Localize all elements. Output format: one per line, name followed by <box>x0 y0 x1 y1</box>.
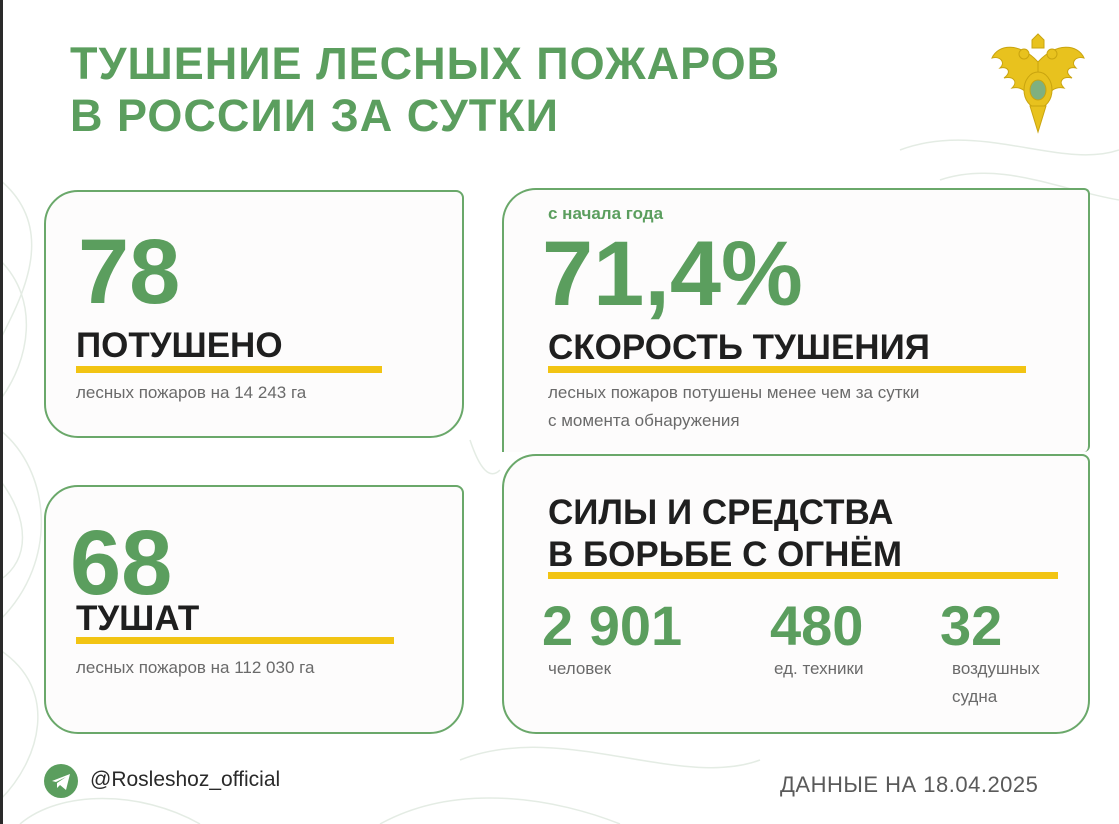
forces-heading-line-2: В БОРЬБЕ С ОГНЁМ <box>548 535 903 574</box>
extinguished-number: 78 <box>78 221 181 323</box>
forces-heading-line-1: СИЛЫ И СРЕДСТВА <box>548 493 894 532</box>
speed-percent: 71,4% <box>542 223 803 325</box>
extinguished-underline <box>76 366 382 373</box>
extinguished-card: 78 ПОТУШЕНО лесных пожаров на 14 243 га <box>44 190 464 438</box>
speed-underline <box>548 366 1026 373</box>
people-unit: человек <box>548 659 612 678</box>
active-label: ТУШАТ <box>76 599 200 638</box>
speed-note-line-1: лесных пожаров потушены менее чем за сут… <box>548 383 920 402</box>
forces-card: СИЛЫ И СРЕДСТВА В БОРЬБЕ С ОГНЁМ 2 901 ч… <box>502 454 1090 734</box>
since-year-label: с начала года <box>548 204 664 223</box>
aircraft-value: 32 <box>940 594 1003 657</box>
active-underline <box>76 637 394 644</box>
speed-label: СКОРОСТЬ ТУШЕНИЯ <box>548 328 930 367</box>
title-line-2: В РОССИИ ЗА СУТКИ <box>70 90 559 141</box>
telegram-plane-icon <box>52 774 70 790</box>
double-headed-eagle-emblem-icon <box>991 33 1085 134</box>
telegram-icon[interactable] <box>44 764 78 798</box>
title-line-1: ТУШЕНИЕ ЛЕСНЫХ ПОЖАРОВ <box>70 38 781 89</box>
telegram-handle-link[interactable]: @Rosleshoz_official <box>90 768 281 791</box>
aircraft-unit-line-2: судна <box>952 687 998 706</box>
speed-note-line-2: с момента обнаружения <box>548 411 740 430</box>
extinguished-label: ПОТУШЕНО <box>76 326 283 365</box>
left-edge-line <box>0 0 3 824</box>
speed-card: с начала года 71,4% СКОРОСТЬ ТУШЕНИЯ лес… <box>502 188 1090 452</box>
active-fires-card: 68 ТУШАТ лесных пожаров на 112 030 га <box>44 485 464 734</box>
data-date: ДАННЫЕ НА 18.04.2025 <box>780 772 1039 797</box>
equipment-value: 480 <box>770 594 864 657</box>
aircraft-unit-line-1: воздушных <box>952 659 1040 678</box>
extinguished-note: лесных пожаров на 14 243 га <box>76 383 307 402</box>
forces-underline <box>548 572 1058 579</box>
active-number: 68 <box>70 512 173 614</box>
page-title: ТУШЕНИЕ ЛЕСНЫХ ПОЖАРОВ В РОССИИ ЗА СУТКИ <box>70 38 780 142</box>
people-value: 2 901 <box>542 594 683 657</box>
equipment-unit: ед. техники <box>774 659 864 678</box>
active-note: лесных пожаров на 112 030 га <box>76 658 315 677</box>
